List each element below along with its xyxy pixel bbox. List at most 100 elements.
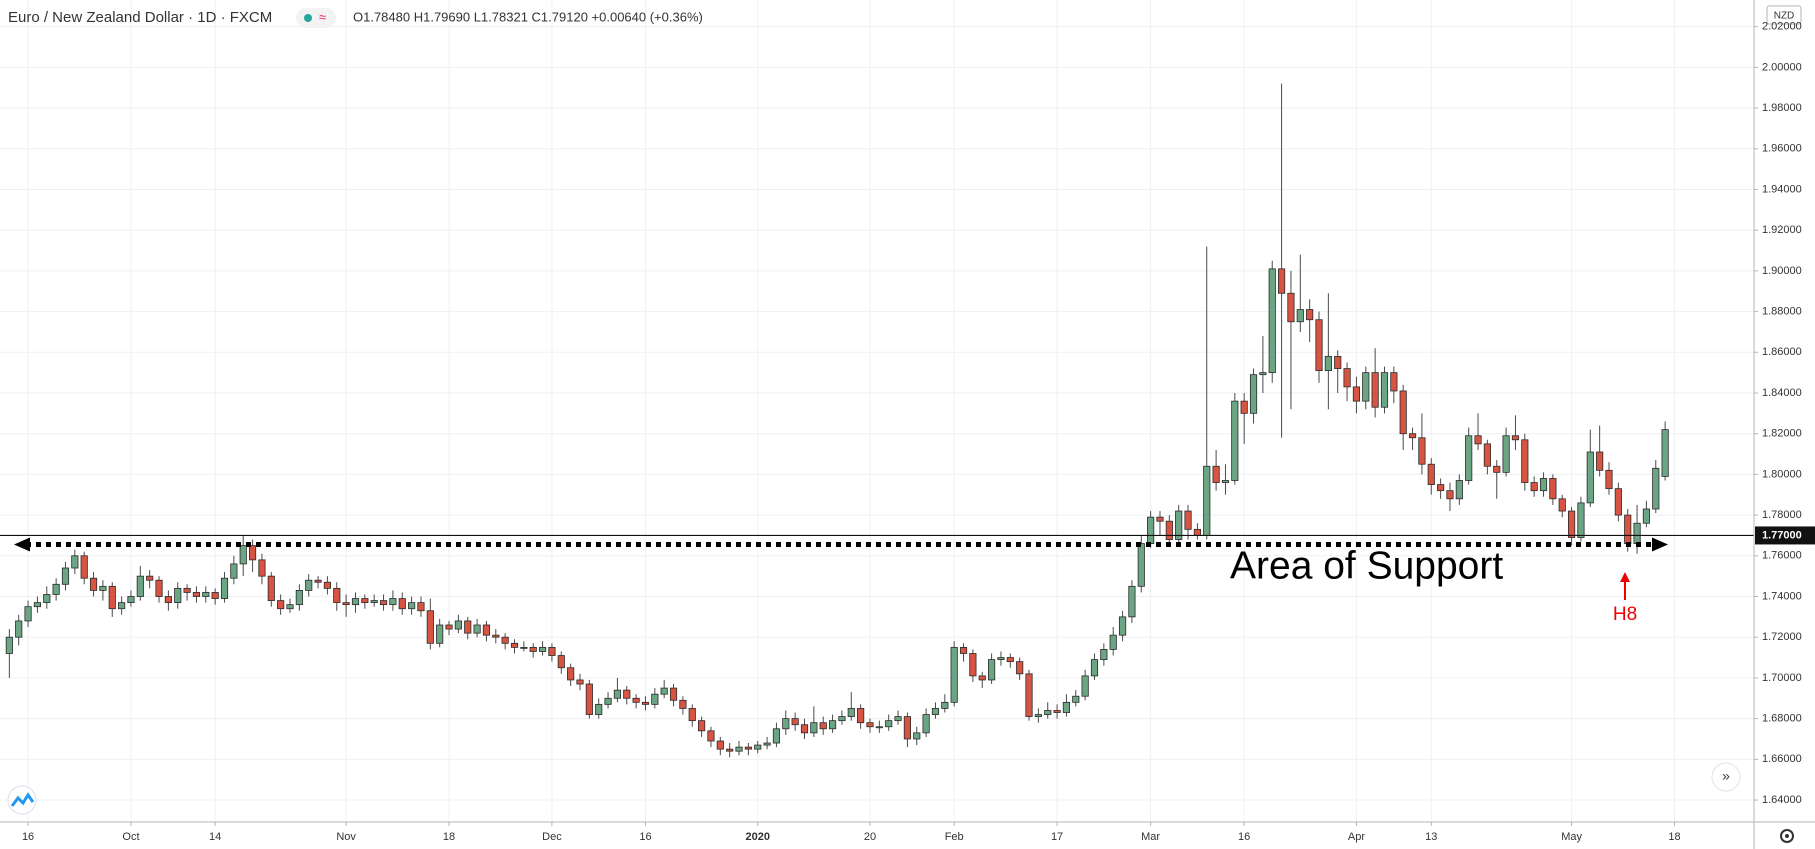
candle-body xyxy=(1072,695,1080,703)
y-tick-label: 1.78000 xyxy=(1762,509,1802,521)
arrow-head-left xyxy=(14,537,30,552)
x-tick-label: 13 xyxy=(1425,831,1437,843)
candle-body xyxy=(417,602,425,612)
candle-body xyxy=(389,598,397,606)
candle-body xyxy=(1568,510,1576,538)
candle-body xyxy=(361,598,369,604)
y-tick-label: 1.66000 xyxy=(1762,753,1802,765)
candle-body xyxy=(24,606,32,622)
candle-body xyxy=(118,602,126,610)
candle-body xyxy=(810,722,818,734)
candle-body xyxy=(1147,516,1155,544)
candle-body xyxy=(1390,372,1398,392)
candle-body xyxy=(155,579,163,597)
candle-body xyxy=(1446,490,1454,500)
candle-body xyxy=(192,592,201,597)
candle-body xyxy=(286,604,294,610)
status-pill: ≈ xyxy=(296,8,336,28)
candle-body xyxy=(1100,649,1108,660)
candle-body xyxy=(1044,710,1052,715)
candle-body xyxy=(1577,502,1585,538)
candle-body xyxy=(1324,355,1332,372)
candle-body xyxy=(1203,465,1211,536)
candle-body xyxy=(445,624,453,630)
price-line-box xyxy=(1755,526,1815,545)
candle-body xyxy=(1193,528,1201,536)
y-tick-label: 1.88000 xyxy=(1762,305,1802,317)
candle-body xyxy=(1231,400,1239,481)
candle-body xyxy=(585,683,593,715)
candle-body xyxy=(305,579,313,591)
candle-body xyxy=(146,575,154,581)
candle-body xyxy=(1427,463,1435,485)
x-tick-label: Feb xyxy=(945,831,964,843)
candle-body xyxy=(913,732,921,740)
scroll-button[interactable]: » xyxy=(1711,762,1741,792)
candle-body xyxy=(978,675,986,681)
candle-body xyxy=(1006,657,1014,663)
candle-body xyxy=(707,730,715,742)
candle-body xyxy=(1184,510,1192,530)
candle-body xyxy=(1212,465,1220,483)
x-tick-label: 16 xyxy=(1238,831,1250,843)
candle-body xyxy=(492,634,500,638)
candle-body xyxy=(922,714,930,734)
candle-body xyxy=(660,687,668,695)
candle-body xyxy=(866,722,874,728)
candle-body xyxy=(1259,372,1267,376)
settings-icon[interactable] xyxy=(1780,829,1794,843)
candle-body xyxy=(333,587,341,604)
candle-body xyxy=(61,567,70,585)
candle-body xyxy=(99,585,107,591)
candle-body xyxy=(997,657,1005,660)
candle-body xyxy=(931,708,940,715)
candle-body xyxy=(108,585,116,610)
arrow-head-right xyxy=(1652,537,1668,552)
candle-body xyxy=(716,740,724,750)
y-tick-label: 1.80000 xyxy=(1762,468,1802,480)
candle-body xyxy=(1521,439,1529,483)
candle-body xyxy=(1633,522,1641,544)
candle-body xyxy=(1558,498,1566,512)
candle-body xyxy=(623,689,631,699)
candle-body xyxy=(1474,435,1482,445)
candle-body xyxy=(5,636,13,654)
candle-body xyxy=(735,746,743,752)
candle-body xyxy=(314,579,322,583)
y-tick-label: 1.72000 xyxy=(1762,631,1802,643)
candle-body xyxy=(127,596,135,604)
candle-body xyxy=(89,577,98,591)
candle-body xyxy=(819,722,827,730)
candle-body xyxy=(436,624,444,644)
candle-body xyxy=(1408,433,1417,439)
h8-arrow-head xyxy=(1620,572,1630,582)
candle-body xyxy=(342,602,350,606)
x-tick-label: Apr xyxy=(1348,831,1365,843)
candle-body xyxy=(1549,478,1557,500)
x-tick-label: 18 xyxy=(1668,831,1680,843)
candle-body xyxy=(258,559,266,577)
candle-body xyxy=(828,720,837,730)
candle-body xyxy=(267,575,275,601)
y-tick-label: 1.90000 xyxy=(1762,265,1802,277)
x-tick-label: Dec xyxy=(542,831,562,843)
candle-body xyxy=(1483,443,1491,467)
candle-body xyxy=(1511,435,1520,441)
grid xyxy=(0,0,1754,822)
candle-body xyxy=(1109,634,1117,650)
candle-body xyxy=(763,742,771,746)
candle-body xyxy=(1380,372,1389,408)
candle-body xyxy=(969,653,977,677)
candles xyxy=(5,83,1669,758)
candle-body xyxy=(1539,478,1548,492)
candle-body xyxy=(1278,268,1286,294)
candle-body xyxy=(52,583,60,595)
candle-body xyxy=(613,689,621,699)
candle-body xyxy=(1090,659,1099,677)
candle-body xyxy=(1016,661,1024,675)
x-tick-label: Oct xyxy=(122,831,139,843)
candle-body xyxy=(501,636,509,644)
y-tick-label: 1.98000 xyxy=(1762,102,1802,114)
